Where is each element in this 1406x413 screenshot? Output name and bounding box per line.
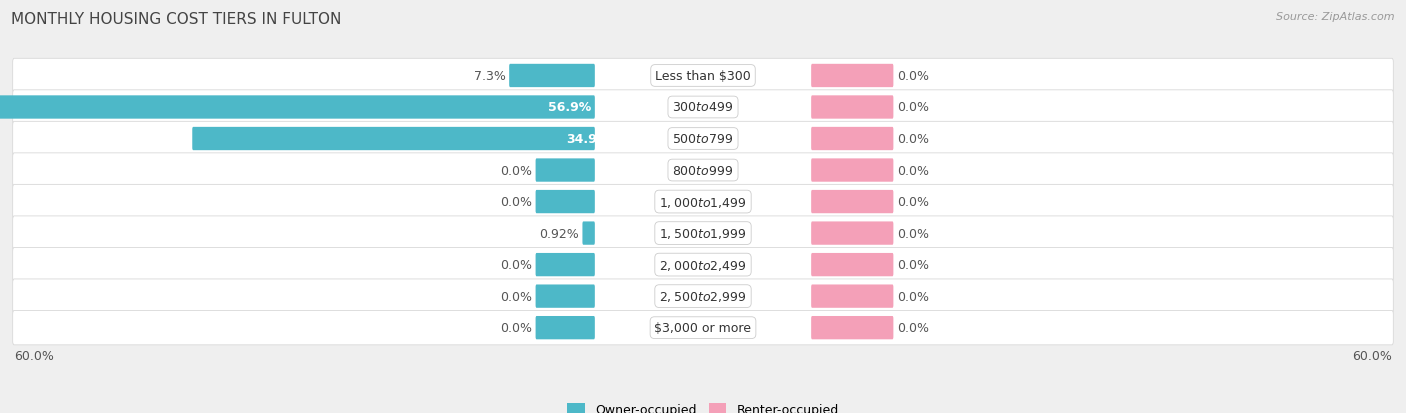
Text: $3,000 or more: $3,000 or more	[655, 321, 751, 335]
Text: 7.3%: 7.3%	[474, 70, 506, 83]
FancyBboxPatch shape	[0, 96, 595, 119]
Text: $800 to $999: $800 to $999	[672, 164, 734, 177]
FancyBboxPatch shape	[13, 185, 1393, 219]
FancyBboxPatch shape	[811, 285, 893, 308]
FancyBboxPatch shape	[811, 65, 893, 88]
Text: $1,000 to $1,499: $1,000 to $1,499	[659, 195, 747, 209]
FancyBboxPatch shape	[13, 248, 1393, 282]
Text: $300 to $499: $300 to $499	[672, 101, 734, 114]
FancyBboxPatch shape	[13, 216, 1393, 251]
Text: 0.0%: 0.0%	[897, 196, 929, 209]
FancyBboxPatch shape	[13, 279, 1393, 313]
FancyBboxPatch shape	[13, 122, 1393, 157]
Text: Source: ZipAtlas.com: Source: ZipAtlas.com	[1277, 12, 1395, 22]
Text: 0.0%: 0.0%	[897, 70, 929, 83]
Text: 0.0%: 0.0%	[501, 164, 531, 177]
Text: 0.0%: 0.0%	[501, 196, 531, 209]
Text: 0.0%: 0.0%	[897, 133, 929, 146]
FancyBboxPatch shape	[536, 190, 595, 214]
FancyBboxPatch shape	[811, 190, 893, 214]
Text: $2,500 to $2,999: $2,500 to $2,999	[659, 290, 747, 304]
FancyBboxPatch shape	[536, 285, 595, 308]
FancyBboxPatch shape	[13, 90, 1393, 125]
Text: 60.0%: 60.0%	[14, 349, 53, 362]
Text: 0.0%: 0.0%	[897, 290, 929, 303]
FancyBboxPatch shape	[13, 311, 1393, 345]
FancyBboxPatch shape	[811, 159, 893, 182]
FancyBboxPatch shape	[582, 222, 595, 245]
Text: 0.0%: 0.0%	[501, 290, 531, 303]
Text: 0.0%: 0.0%	[897, 101, 929, 114]
FancyBboxPatch shape	[509, 65, 595, 88]
Text: 0.0%: 0.0%	[897, 227, 929, 240]
Text: 0.92%: 0.92%	[538, 227, 579, 240]
FancyBboxPatch shape	[811, 253, 893, 277]
Text: $500 to $799: $500 to $799	[672, 133, 734, 146]
FancyBboxPatch shape	[811, 128, 893, 151]
Text: 0.0%: 0.0%	[501, 321, 531, 335]
FancyBboxPatch shape	[536, 253, 595, 277]
Text: 56.9%: 56.9%	[548, 101, 592, 114]
FancyBboxPatch shape	[811, 222, 893, 245]
Text: 0.0%: 0.0%	[501, 259, 531, 271]
FancyBboxPatch shape	[811, 316, 893, 339]
Text: Less than $300: Less than $300	[655, 70, 751, 83]
Legend: Owner-occupied, Renter-occupied: Owner-occupied, Renter-occupied	[562, 398, 844, 413]
FancyBboxPatch shape	[811, 96, 893, 119]
Text: 60.0%: 60.0%	[1353, 349, 1392, 362]
FancyBboxPatch shape	[536, 159, 595, 182]
Text: 0.0%: 0.0%	[897, 164, 929, 177]
FancyBboxPatch shape	[536, 316, 595, 339]
Text: 34.9%: 34.9%	[565, 133, 609, 146]
Text: $2,000 to $2,499: $2,000 to $2,499	[659, 258, 747, 272]
Text: MONTHLY HOUSING COST TIERS IN FULTON: MONTHLY HOUSING COST TIERS IN FULTON	[11, 12, 342, 27]
Text: 0.0%: 0.0%	[897, 321, 929, 335]
FancyBboxPatch shape	[13, 59, 1393, 93]
FancyBboxPatch shape	[193, 128, 595, 151]
Text: $1,500 to $1,999: $1,500 to $1,999	[659, 227, 747, 240]
Text: 0.0%: 0.0%	[897, 259, 929, 271]
FancyBboxPatch shape	[13, 154, 1393, 188]
